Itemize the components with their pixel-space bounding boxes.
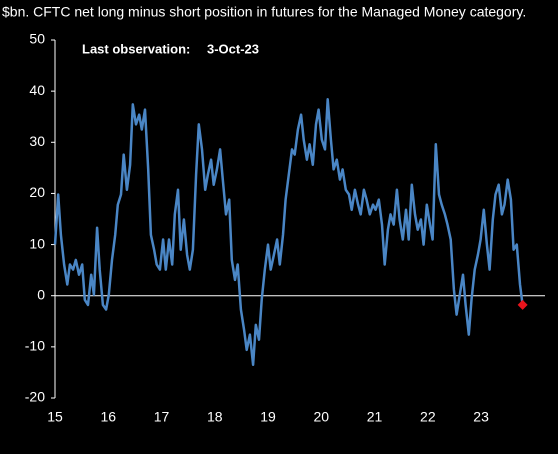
series-line bbox=[53, 98, 524, 367]
x-tick-label: 23 bbox=[473, 409, 489, 425]
annotation-value: 3-Oct-23 bbox=[207, 41, 259, 56]
x-tick-label: 15 bbox=[47, 409, 63, 425]
y-tick-label: 40 bbox=[29, 82, 45, 98]
last-marker bbox=[517, 299, 528, 310]
x-tick-label: 18 bbox=[207, 409, 223, 425]
x-tick-label: 19 bbox=[260, 409, 276, 425]
x-tick-label: 22 bbox=[420, 409, 436, 425]
x-tick-label: 17 bbox=[154, 409, 170, 425]
x-tick-label: 21 bbox=[367, 409, 383, 425]
y-tick-label: 0 bbox=[37, 286, 45, 302]
chart-title: $bn. CFTC net long minus short position … bbox=[2, 4, 526, 20]
x-tick-label: 20 bbox=[314, 409, 330, 425]
y-tick-label: 30 bbox=[29, 133, 45, 149]
y-tick-label: 20 bbox=[29, 184, 45, 200]
x-tick-label: 16 bbox=[100, 409, 116, 425]
y-tick-label: 10 bbox=[29, 235, 45, 251]
y-tick-label: 50 bbox=[29, 31, 45, 47]
y-tick-label: -10 bbox=[25, 338, 45, 354]
annotation-label: Last observation: bbox=[82, 41, 190, 56]
y-tick-label: -20 bbox=[25, 389, 45, 405]
